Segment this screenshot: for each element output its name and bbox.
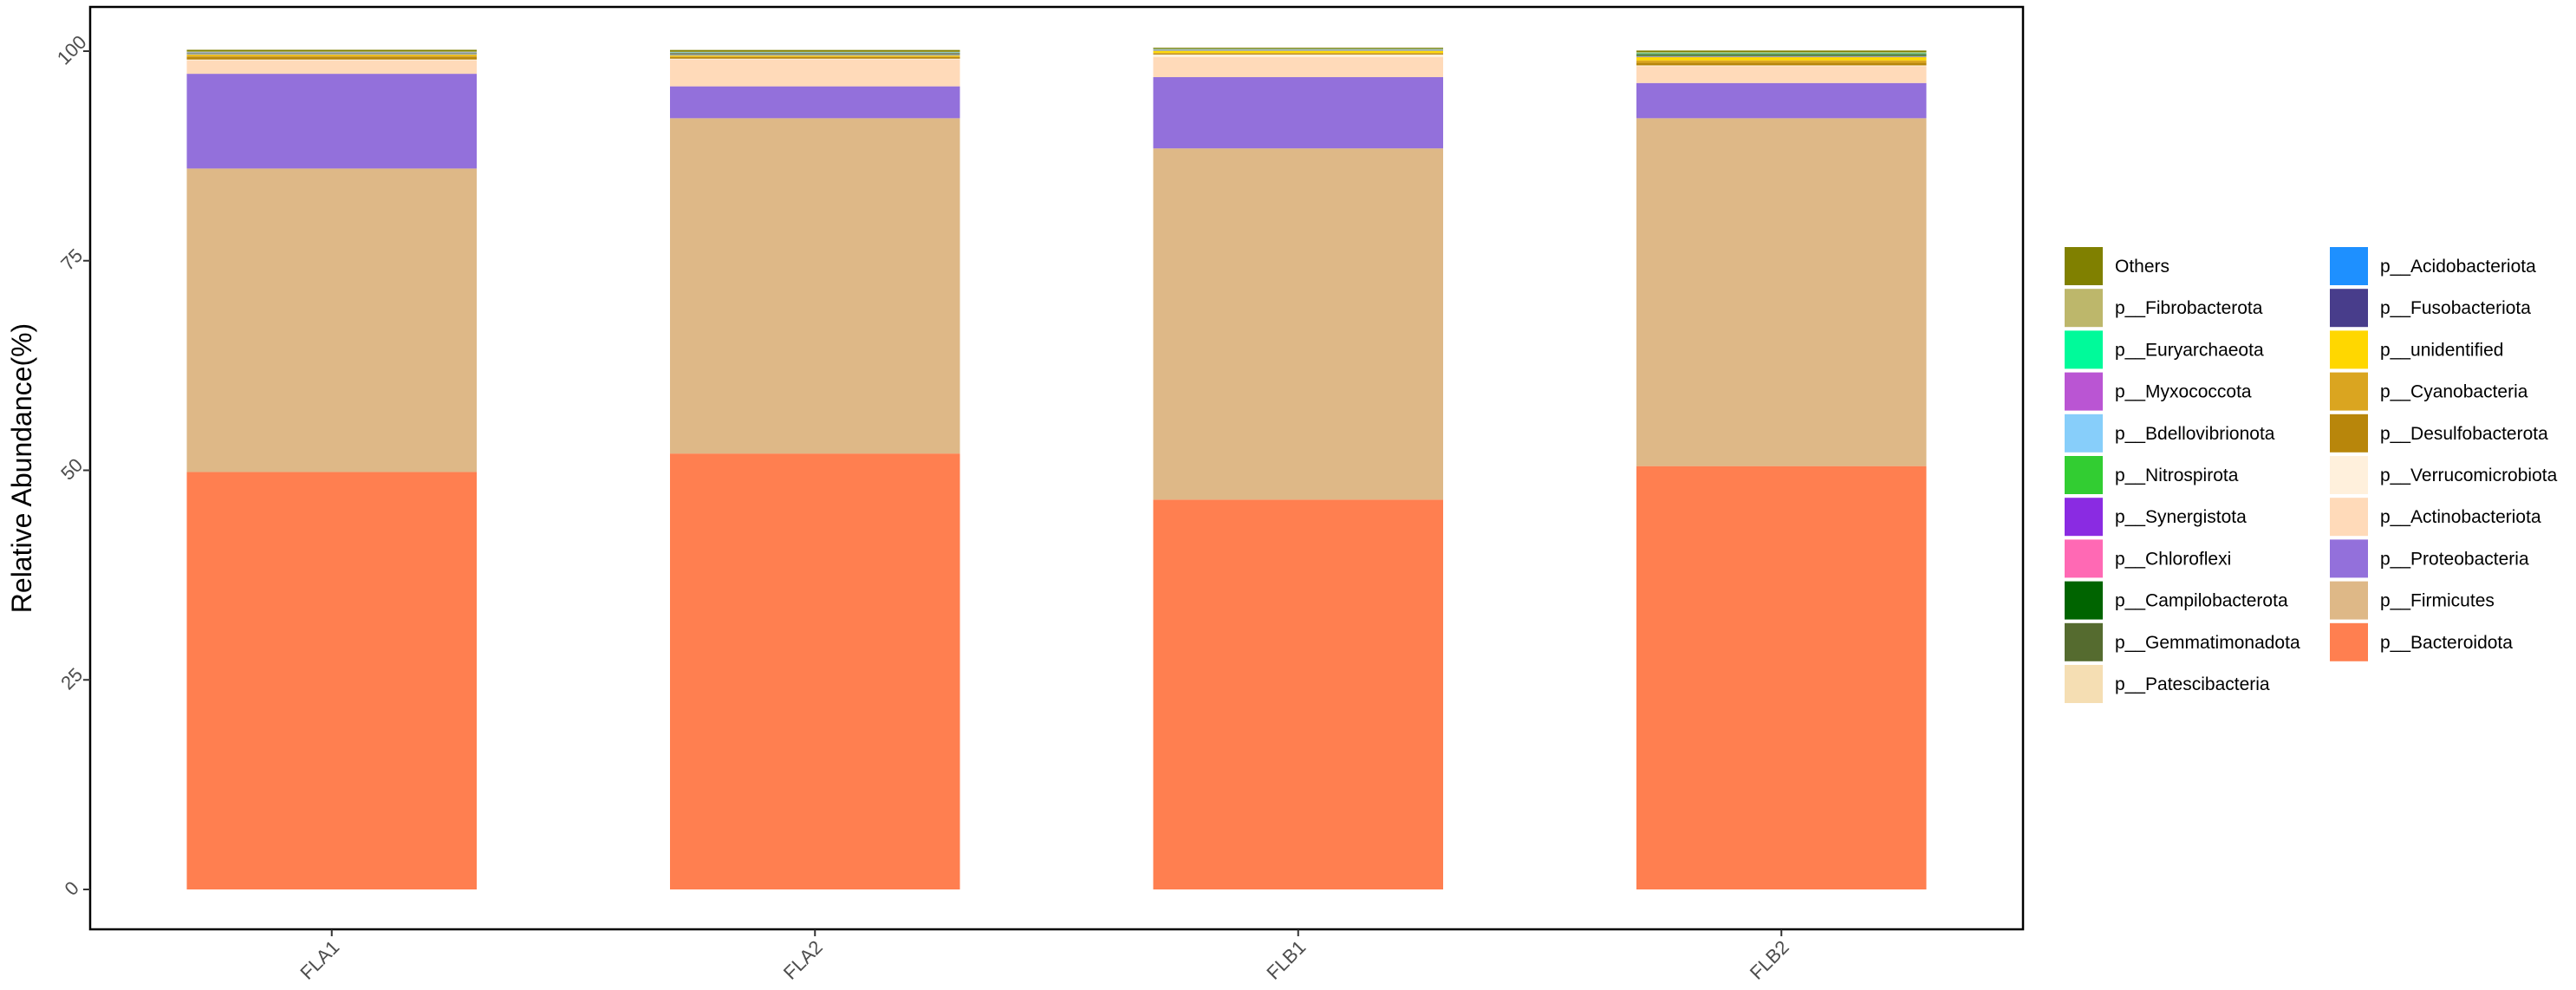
legend-key-bdellovibrionota [2065,414,2103,453]
bar-segment-fla2-unidentified [670,55,960,56]
legend-key-campilobacterota [2065,581,2103,620]
legend-key-actinobacteriota [2330,498,2368,537]
legend-label-fusobacteriota: p__Fusobacteriota [2380,298,2531,318]
bar-segment-flb2-firmicutes [1636,118,1927,466]
x-axis: FLA1 FLA2 FLB1 FLB2 [296,929,1793,984]
bar-segment-flb2-proteobacteria [1636,82,1927,119]
bar-segment-flb1-firmicutes [1153,148,1443,500]
legend-key-firmicutes [2330,581,2368,620]
y-axis-title: Relative Abundance(%) [6,323,37,613]
legend-key-nitrospirota [2065,456,2103,494]
legend-label-desulfobacterota: p__Desulfobacterota [2380,424,2548,444]
legend-key-patescibacteria [2065,665,2103,703]
y-tick-label: 50 [56,454,87,485]
bar-segment-fla2-firmicutes [670,118,960,454]
bar-segment-flb2-nitrospirota [1636,53,1927,55]
bar-segment-fla2-others [670,49,960,52]
bar-segment-flb1-proteobacteria [1153,76,1443,149]
bar-segment-fla2-bacteroidota [670,453,960,889]
legend-label-unidentified: p__unidentified [2380,340,2503,360]
legend-label-synergistota: p__Synergistota [2115,507,2247,527]
x-tick-label-fla1: FLA1 [296,936,343,984]
legend-key-others [2065,247,2103,285]
legend-label-bdellovibrionota: p__Bdellovibrionota [2115,424,2275,444]
bar-segment-flb2-unidentified [1636,56,1927,61]
legend-key-fibrobacterota [2065,289,2103,328]
bar-segment-flb2-desulfobacterota [1636,62,1927,66]
legend-key-chloroflexi [2065,539,2103,578]
bar-segment-fla2-gemmatimonadota [670,53,960,55]
legend-key-acidobacteriota [2330,247,2368,285]
bar-segment-fla1-others [186,49,477,52]
bar-segment-fla1-cyanobacteria [186,55,477,57]
y-tick-label: 25 [56,663,87,694]
bar-segment-fla1-desulfobacterota [186,56,477,60]
legend-label-campilobacterota: p__Campilobacterota [2115,591,2288,611]
legend-key-synergistota [2065,498,2103,537]
legend-label-others: Others [2115,257,2169,277]
legend-key-proteobacteria [2330,539,2368,578]
bar-segment-flb2-cyanobacteria [1636,60,1927,63]
legend-label-actinobacteriota: p__Actinobacteriota [2380,507,2541,527]
legend-key-desulfobacterota [2330,414,2368,453]
bar-segment-flb1-unidentified [1153,51,1443,53]
bar-segment-fla1-verrucomicrobiota [186,59,477,61]
bar-segment-fla1-actinobacteriota [186,60,477,75]
x-tick-label-flb1: FLB1 [1262,936,1310,984]
legend-label-chloroflexi: p__Chloroflexi [2115,549,2231,569]
bar-segment-flb2-others [1636,50,1927,53]
legend-label-nitrospirota: p__Nitrospirota [2115,466,2239,485]
legend-key-bacteroidota [2330,622,2368,661]
legend-label-firmicutes: p__Firmicutes [2380,591,2495,611]
legend-key-unidentified [2330,330,2368,369]
bar-segment-flb1-actinobacteriota [1153,56,1443,77]
legend-key-verrucomicrobiota [2330,456,2368,494]
bar-segment-flb2-bacteroidota [1636,466,1927,889]
legend-label-euryarchaeota: p__Euryarchaeota [2115,340,2264,360]
bar-segment-fla2-proteobacteria [670,86,960,119]
x-tick-label-flb2: FLB2 [1746,936,1793,984]
legend-label-proteobacteria: p__Proteobacteria [2380,549,2529,569]
bar-segment-fla1-bacteroidota [186,472,477,889]
bar-segment-flb1-desulfobacterota [1153,53,1443,55]
legend-key-cyanobacteria [2330,372,2368,411]
legend-label-fibrobacterota: p__Fibrobacterota [2115,298,2263,318]
legend-key-gemmatimonadota [2065,622,2103,661]
legend-label-acidobacteriota: p__Acidobacteriota [2380,257,2536,277]
legend-label-bacteroidota: p__Bacteroidota [2380,633,2513,653]
y-tick-label: 75 [56,244,87,275]
legend-label-patescibacteria: p__Patescibacteria [2115,674,2270,694]
bar-segment-flb1-others [1153,48,1443,49]
bar-segment-fla1-proteobacteria [186,74,477,169]
x-tick-label-fla2: FLA2 [779,936,827,984]
bar-segment-fla2-desulfobacterota [670,56,960,59]
legend-label-verrucomicrobiota: p__Verrucomicrobiota [2380,466,2558,485]
bar-segment-fla2-actinobacteriota [670,59,960,87]
bar-segment-flb1-bacteroidota [1153,499,1443,889]
bar-segment-flb2-verrucomicrobiota [1636,65,1927,67]
y-axis: 0 25 50 75 100 [53,31,91,900]
bar-segment-flb1-verrucomicrobiota [1153,54,1443,57]
bar-segment-fla1-firmicutes [186,168,477,472]
legend-label-gemmatimonadota: p__Gemmatimonadota [2115,633,2300,653]
legend-label-myxococcota: p__Myxococcota [2115,382,2252,402]
bar-segment-flb2-gemmatimonadota [1636,55,1927,56]
bar-segment-flb1-cyanobacteria [1153,52,1443,54]
legend-key-myxococcota [2065,372,2103,411]
bar-segment-flb2-actinobacteriota [1636,66,1927,83]
legend: Othersp__Fibrobacterotap__Euryarchaeotap… [2065,247,2558,703]
plot-panel-border [88,5,2025,931]
legend-key-euryarchaeota [2065,330,2103,369]
bar-segment-fla2-verrucomicrobiota [670,58,960,60]
bars-layer [186,48,1927,889]
legend-label-cyanobacteria: p__Cyanobacteria [2380,382,2528,402]
y-tick-label: 100 [53,31,91,69]
legend-key-fusobacteriota [2330,289,2368,328]
bar-segment-fla2-cyanobacteria [670,55,960,57]
y-tick-label: 0 [61,877,83,900]
